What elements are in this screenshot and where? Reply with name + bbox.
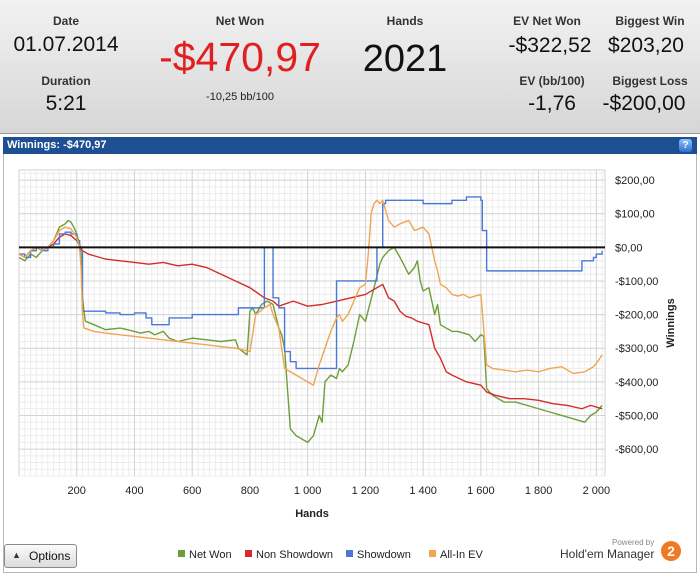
help-icon[interactable]: ? xyxy=(679,139,692,152)
x-tick-label: 200 xyxy=(68,485,86,497)
series-line-all-in-ev xyxy=(18,199,603,386)
legend-swatch xyxy=(178,550,185,557)
legend-item-label: Net Won xyxy=(189,549,232,561)
ev-net-won-value: -$322,52 xyxy=(508,34,592,57)
summary-panel: Date 01.07.2014 Duration 5:21 Net Won -$… xyxy=(0,0,700,134)
options-button-label: Options xyxy=(29,549,71,563)
net-won-value: -$470,97 xyxy=(159,34,321,80)
caret-up-icon: ▲ xyxy=(12,550,21,560)
y-axis-label: Winnings xyxy=(665,298,677,347)
legend-swatch xyxy=(346,550,353,557)
y-tick-label: -$100,00 xyxy=(615,276,658,288)
chart-container: $200,00 $100,00 $0,00 -$100,00 -$200,00 -$300… xyxy=(3,154,697,573)
legend-item-label: All-In EV xyxy=(440,549,483,561)
x-tick-label: 600 xyxy=(183,485,201,497)
holdem-manager-logo: Powered by Hold'em Manager 2 xyxy=(560,538,684,566)
hands-value: 2021 xyxy=(362,38,448,80)
x-tick-label: 1 800 xyxy=(525,485,553,497)
winnings-chart: $200,00 $100,00 $0,00 -$100,00 -$200,00 -$300… xyxy=(18,169,677,561)
legend-item-label: Non Showdown xyxy=(256,549,333,561)
y-tick-label: -$500,00 xyxy=(615,410,658,422)
series-line-net-won xyxy=(18,219,603,444)
net-won-label: Net Won xyxy=(215,14,265,28)
legend-item-label: Showdown xyxy=(357,549,411,561)
x-axis-label: Hands xyxy=(295,508,329,520)
y-tick-label: $0,00 xyxy=(615,242,643,254)
y-tick-label: $100,00 xyxy=(615,209,655,221)
y-tick-label: $200,00 xyxy=(615,175,655,187)
x-tick-label: 2 000 xyxy=(583,485,611,497)
options-button[interactable]: ▲ Options xyxy=(4,544,77,568)
y-tick-label: -$400,00 xyxy=(615,377,658,389)
plot-area xyxy=(18,169,606,477)
legend-swatch xyxy=(429,550,436,557)
date-label: Date xyxy=(52,14,79,28)
y-tick-label: -$600,00 xyxy=(615,444,658,456)
x-tick-label: 1 200 xyxy=(352,485,380,497)
duration-label: Duration xyxy=(41,74,91,88)
ev-bb100-value: -1,76 xyxy=(528,92,576,115)
x-tick-label: 400 xyxy=(125,485,143,497)
powered-by-text: Powered by xyxy=(612,538,655,547)
x-tick-label: 800 xyxy=(241,485,259,497)
x-tick-label: 1 600 xyxy=(467,485,495,497)
biggest-loss-label: Biggest Loss xyxy=(612,74,688,88)
hands-label: Hands xyxy=(386,14,424,28)
series-line-showdown xyxy=(19,196,603,370)
x-tick-label: 1 400 xyxy=(409,485,437,497)
biggest-win-value: $203,20 xyxy=(608,34,684,57)
x-tick-label: 1 000 xyxy=(294,485,322,497)
y-tick-label: -$300,00 xyxy=(615,343,658,355)
date-value: 01.07.2014 xyxy=(13,33,119,56)
net-won-bb100: -10,25 bb/100 xyxy=(206,91,274,103)
legend-swatch xyxy=(245,550,252,557)
biggest-win-label: Biggest Win xyxy=(615,14,685,28)
product-name: Hold'em Manager xyxy=(560,547,655,561)
biggest-loss-value: -$200,00 xyxy=(602,92,686,115)
hm2-badge-icon: 2 xyxy=(661,541,681,561)
chart-title: Winnings: -$470,97 xyxy=(7,139,107,151)
duration-value: 5:21 xyxy=(45,92,87,115)
y-tick-label: -$200,00 xyxy=(615,310,658,322)
ev-net-won-label: EV Net Won xyxy=(513,14,581,28)
ev-bb100-label: EV (bb/100) xyxy=(519,74,585,88)
chart-title-bar: Winnings: -$470,97 ? xyxy=(3,137,697,154)
